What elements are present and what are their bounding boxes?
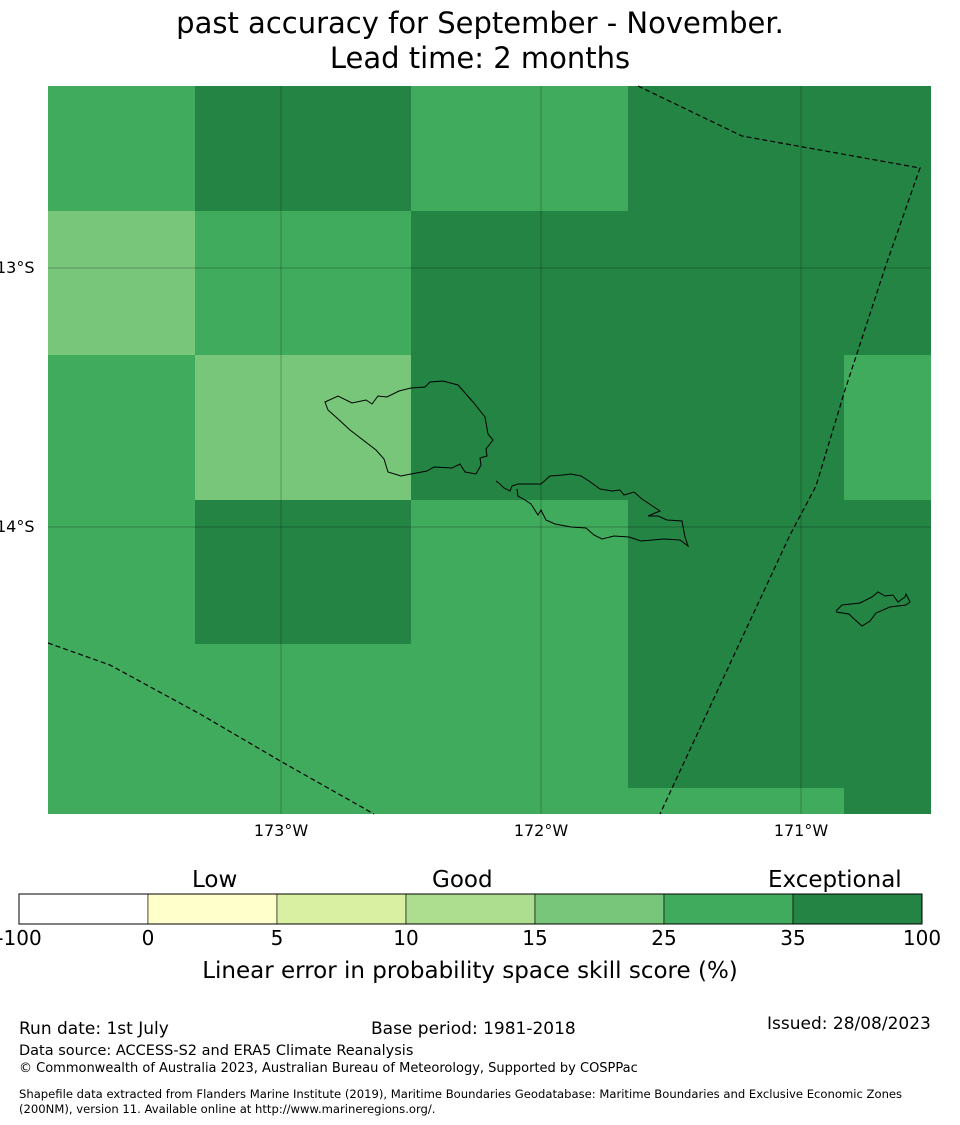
grid-cell — [48, 211, 195, 355]
tutuila-island-coastline — [835, 591, 911, 627]
grid-cell — [195, 86, 411, 211]
grid-cell — [628, 644, 931, 788]
map-title-line-2: Lead time: 2 months — [329, 41, 631, 75]
colorbar-tick-label: 5 — [270, 926, 284, 950]
longitude-label-173w: 173°W — [253, 821, 309, 840]
base-period: Base period: 1981-2018 — [371, 1019, 576, 1039]
copyright-notice: © Commonwealth of Australia 2023, Austra… — [19, 1061, 638, 1076]
grid-cell — [411, 211, 931, 355]
upolu-island-coastline — [495, 473, 689, 548]
map-title-line-1: past accuracy for September - November. — [176, 6, 784, 40]
category-label-exceptional: Exceptional — [768, 867, 902, 893]
colorbar-tick-label: 10 — [393, 926, 419, 950]
colorbar-tick-label: 25 — [651, 926, 677, 950]
colorbar-bin — [147, 893, 278, 925]
maritime-boundaries — [47, 85, 921, 815]
category-label-low: Low — [192, 867, 238, 893]
latitude-label-13s: 13°S — [0, 258, 35, 277]
colorbar-title: Linear error in probability space skill … — [202, 958, 738, 984]
longitude-label-171w: 171°W — [773, 821, 829, 840]
shapefile-credit-line-2: (200NM), version 11. Available online at… — [19, 1102, 436, 1116]
colorbar-bin — [276, 893, 407, 925]
savaii-island-coastline — [324, 380, 494, 477]
skill-score-grid — [48, 86, 931, 814]
graticule-lines — [48, 86, 931, 814]
shapefile-credit-line-1: Shapefile data extracted from Flanders M… — [19, 1087, 903, 1101]
colorbar-bin — [405, 893, 536, 925]
colorbar-tick-label: 0 — [141, 926, 155, 950]
colorbar-frame — [18, 893, 923, 925]
grid-cell — [195, 355, 411, 500]
colorbar-tick-label: 15 — [522, 926, 548, 950]
colorbar-bin — [792, 893, 923, 925]
grid-cell — [411, 86, 628, 211]
eez-boundary-north — [637, 85, 921, 815]
colorbar-bin — [663, 893, 794, 925]
longitude-label-172w: 172°W — [513, 821, 569, 840]
colorbar-bin — [18, 893, 149, 925]
colorbar-tick-label: 35 — [780, 926, 806, 950]
latitude-label-14s: 14°S — [0, 517, 35, 536]
grid-cell — [195, 500, 411, 644]
grid-cell — [628, 500, 931, 644]
category-label-good: Good — [432, 867, 493, 893]
grid-cell — [411, 355, 844, 500]
grid-cell — [195, 211, 411, 355]
grid-cell — [48, 644, 628, 814]
grid-cell — [844, 788, 931, 814]
eez-boundary-southwest — [47, 642, 375, 815]
grid-cell — [48, 500, 195, 644]
grid-cell — [628, 788, 844, 814]
colorbar — [18, 893, 923, 925]
run-date: Run date: 1st July — [19, 1019, 169, 1039]
colorbar-tick-label: -100 — [0, 926, 42, 950]
grid-cell — [48, 86, 195, 211]
issued-date: Issued: 28/08/2023 — [767, 1014, 931, 1034]
data-source: Data source: ACCESS-S2 and ERA5 Climate … — [19, 1043, 414, 1059]
colorbar-bin — [534, 893, 665, 925]
grid-cell — [411, 500, 628, 644]
colorbar-tick-label: 100 — [902, 926, 942, 950]
grid-cell — [48, 355, 195, 500]
grid-cell — [628, 86, 931, 211]
coastlines — [324, 380, 911, 627]
grid-cell — [844, 355, 931, 500]
